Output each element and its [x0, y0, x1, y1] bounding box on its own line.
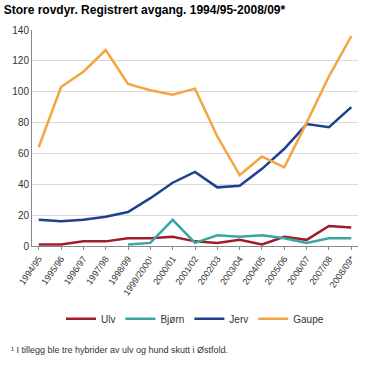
svg-text:1998/99: 1998/99 — [106, 254, 133, 286]
svg-text:1995/96: 1995/96 — [39, 254, 66, 286]
svg-text:2004/05: 2004/05 — [240, 254, 267, 286]
svg-text:2000/01: 2000/01 — [151, 254, 178, 286]
svg-text:Jerv: Jerv — [229, 314, 248, 325]
svg-text:20: 20 — [18, 210, 30, 221]
svg-text:100: 100 — [12, 86, 29, 97]
svg-text:Ulv: Ulv — [101, 314, 115, 325]
svg-text:Gaupe: Gaupe — [293, 314, 323, 325]
svg-text:0: 0 — [23, 241, 29, 252]
svg-text:40: 40 — [18, 179, 30, 190]
svg-text:¹ I tillegg ble tre hybrider a: ¹ I tillegg ble tre hybrider av ulv og h… — [11, 345, 228, 355]
svg-text:2007/08: 2007/08 — [307, 254, 334, 286]
svg-text:2008/09*: 2008/09* — [328, 254, 357, 290]
svg-text:2001/02: 2001/02 — [173, 254, 200, 286]
svg-text:Bjørn: Bjørn — [160, 314, 184, 325]
svg-text:140: 140 — [12, 25, 29, 36]
svg-text:2005/06: 2005/06 — [263, 254, 290, 286]
svg-text:60: 60 — [18, 148, 30, 159]
svg-text:2006/07: 2006/07 — [285, 254, 312, 286]
svg-text:120: 120 — [12, 55, 29, 66]
svg-text:1996/97: 1996/97 — [62, 254, 89, 286]
svg-text:80: 80 — [18, 117, 30, 128]
svg-text:2002/03: 2002/03 — [196, 254, 223, 286]
svg-text:1994/95: 1994/95 — [17, 254, 44, 286]
svg-text:2003/04: 2003/04 — [218, 254, 245, 286]
svg-text:Store rovdyr. Registrert avgan: Store rovdyr. Registrert avgang. 1994/95… — [4, 3, 286, 17]
svg-text:1997/98: 1997/98 — [84, 254, 111, 286]
svg-text:1999/2000¹: 1999/2000¹ — [121, 254, 155, 297]
